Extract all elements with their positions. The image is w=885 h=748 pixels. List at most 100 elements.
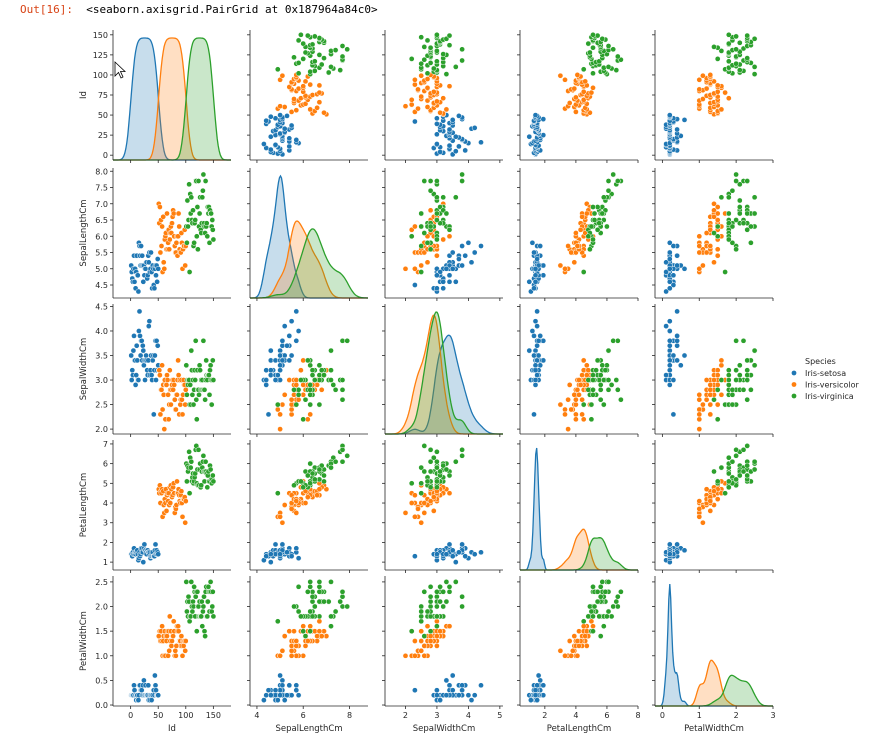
point-Iris-virginica <box>344 337 351 344</box>
point-Iris-versicolor <box>161 426 168 432</box>
point-Iris-virginica <box>748 223 754 230</box>
subplot-SepalWidthCm-vs-Id: 2.0 2.5 3.0 3.5 4.0 4.5 SepalWidthCm <box>79 302 231 437</box>
point-Iris-virginica <box>711 468 717 475</box>
point-Iris-versicolor <box>580 416 587 423</box>
point-Iris-virginica <box>744 210 751 217</box>
point-Iris-virginica <box>733 452 739 459</box>
point-Iris-setosa <box>532 377 539 383</box>
point-Iris-setosa <box>531 285 537 292</box>
point-Iris-setosa <box>148 697 155 703</box>
point-Iris-setosa <box>471 692 478 699</box>
point-Iris-setosa <box>277 362 283 369</box>
point-Iris-virginica <box>194 204 201 210</box>
point-Iris-versicolor <box>588 89 595 96</box>
point-Iris-virginica <box>339 458 346 465</box>
point-Iris-virginica <box>330 382 337 388</box>
point-Iris-virginica <box>587 246 593 253</box>
point-Iris-versicolor <box>174 478 180 485</box>
point-Iris-versicolor <box>408 101 415 108</box>
point-Iris-versicolor <box>574 638 581 644</box>
point-Iris-setosa <box>532 318 539 325</box>
point-Iris-virginica <box>421 230 428 236</box>
point-Iris-virginica <box>197 367 203 374</box>
y-tick-label: 1 <box>103 558 108 567</box>
point-Iris-virginica <box>427 593 434 600</box>
kde-line-Iris-setosa <box>385 334 503 435</box>
point-Iris-virginica <box>613 67 620 73</box>
point-Iris-virginica <box>307 608 314 615</box>
point-Iris-setosa <box>286 135 293 142</box>
point-Iris-setosa <box>141 362 147 369</box>
point-Iris-setosa <box>456 549 462 556</box>
point-Iris-setosa <box>277 367 283 374</box>
point-Iris-virginica <box>311 603 318 610</box>
point-Iris-versicolor <box>318 633 325 639</box>
point-Iris-setosa <box>412 118 418 125</box>
point-Iris-virginica <box>613 598 620 605</box>
point-Iris-setosa <box>459 262 465 269</box>
point-Iris-versicolor <box>434 643 440 649</box>
point-Iris-virginica <box>187 382 194 388</box>
point-Iris-virginica <box>729 401 736 408</box>
point-Iris-versicolor <box>178 488 185 495</box>
point-Iris-setosa <box>446 142 453 149</box>
point-Iris-virginica <box>605 178 612 184</box>
y-tick-label: 4.5 <box>95 281 108 290</box>
point-Iris-virginica <box>328 613 334 620</box>
point-Iris-virginica <box>328 579 334 585</box>
point-Iris-setosa <box>526 278 533 285</box>
point-Iris-versicolor <box>302 78 309 85</box>
point-Iris-setosa <box>141 677 147 684</box>
point-Iris-virginica <box>206 239 213 246</box>
point-Iris-versicolor <box>286 628 293 635</box>
x-axis-label: PetalWidthCm <box>684 724 744 734</box>
point-Iris-virginica <box>418 618 425 625</box>
point-Iris-virginica <box>614 178 621 184</box>
point-Iris-virginica <box>196 391 202 398</box>
point-Iris-versicolor <box>562 265 568 272</box>
point-Iris-versicolor <box>412 265 418 272</box>
point-Iris-virginica <box>736 372 743 378</box>
point-Iris-virginica <box>196 362 203 369</box>
point-Iris-virginica <box>711 396 717 403</box>
point-Iris-versicolor <box>158 386 165 393</box>
point-Iris-virginica <box>188 458 195 465</box>
point-Iris-versicolor <box>711 200 717 207</box>
point-Iris-virginica <box>204 484 211 491</box>
point-Iris-versicolor <box>565 243 571 249</box>
point-Iris-versicolor <box>579 411 585 418</box>
point-Iris-setosa <box>133 342 140 349</box>
point-Iris-versicolor <box>418 519 425 526</box>
point-Iris-versicolor <box>166 613 173 620</box>
point-Iris-versicolor <box>316 618 323 625</box>
point-Iris-virginica <box>740 386 747 393</box>
point-Iris-virginica <box>316 588 323 595</box>
point-Iris-versicolor <box>166 647 173 654</box>
point-Iris-setosa <box>532 382 539 388</box>
point-Iris-setosa <box>149 357 156 364</box>
point-Iris-versicolor <box>307 411 314 418</box>
point-Iris-virginica <box>274 618 281 625</box>
point-Iris-versicolor <box>568 652 575 659</box>
point-Iris-virginica <box>318 367 325 374</box>
y-tick-label: 4.5 <box>95 302 108 311</box>
y-axis-label: SepalLengthCm <box>79 199 89 266</box>
point-Iris-setosa <box>434 131 440 138</box>
point-Iris-setosa <box>267 551 274 558</box>
point-Iris-virginica <box>186 618 193 625</box>
point-Iris-virginica <box>300 416 307 423</box>
point-Iris-virginica <box>424 70 431 77</box>
point-Iris-versicolor <box>707 401 714 408</box>
point-Iris-setosa <box>136 308 143 315</box>
subplot-PetalLengthCm-vs-SepalWidthCm <box>382 440 503 573</box>
point-Iris-versicolor <box>696 506 703 512</box>
point-Iris-virginica <box>418 223 425 230</box>
y-tick-label: 2 <box>103 538 108 547</box>
subplot-SepalLengthCm-vs-SepalLengthCm <box>247 168 368 301</box>
point-Iris-versicolor <box>157 204 163 210</box>
point-Iris-versicolor <box>703 230 710 236</box>
point-Iris-virginica <box>427 603 434 610</box>
point-Iris-virginica <box>184 608 190 615</box>
point-Iris-versicolor <box>323 633 330 639</box>
point-Iris-virginica <box>193 233 200 240</box>
